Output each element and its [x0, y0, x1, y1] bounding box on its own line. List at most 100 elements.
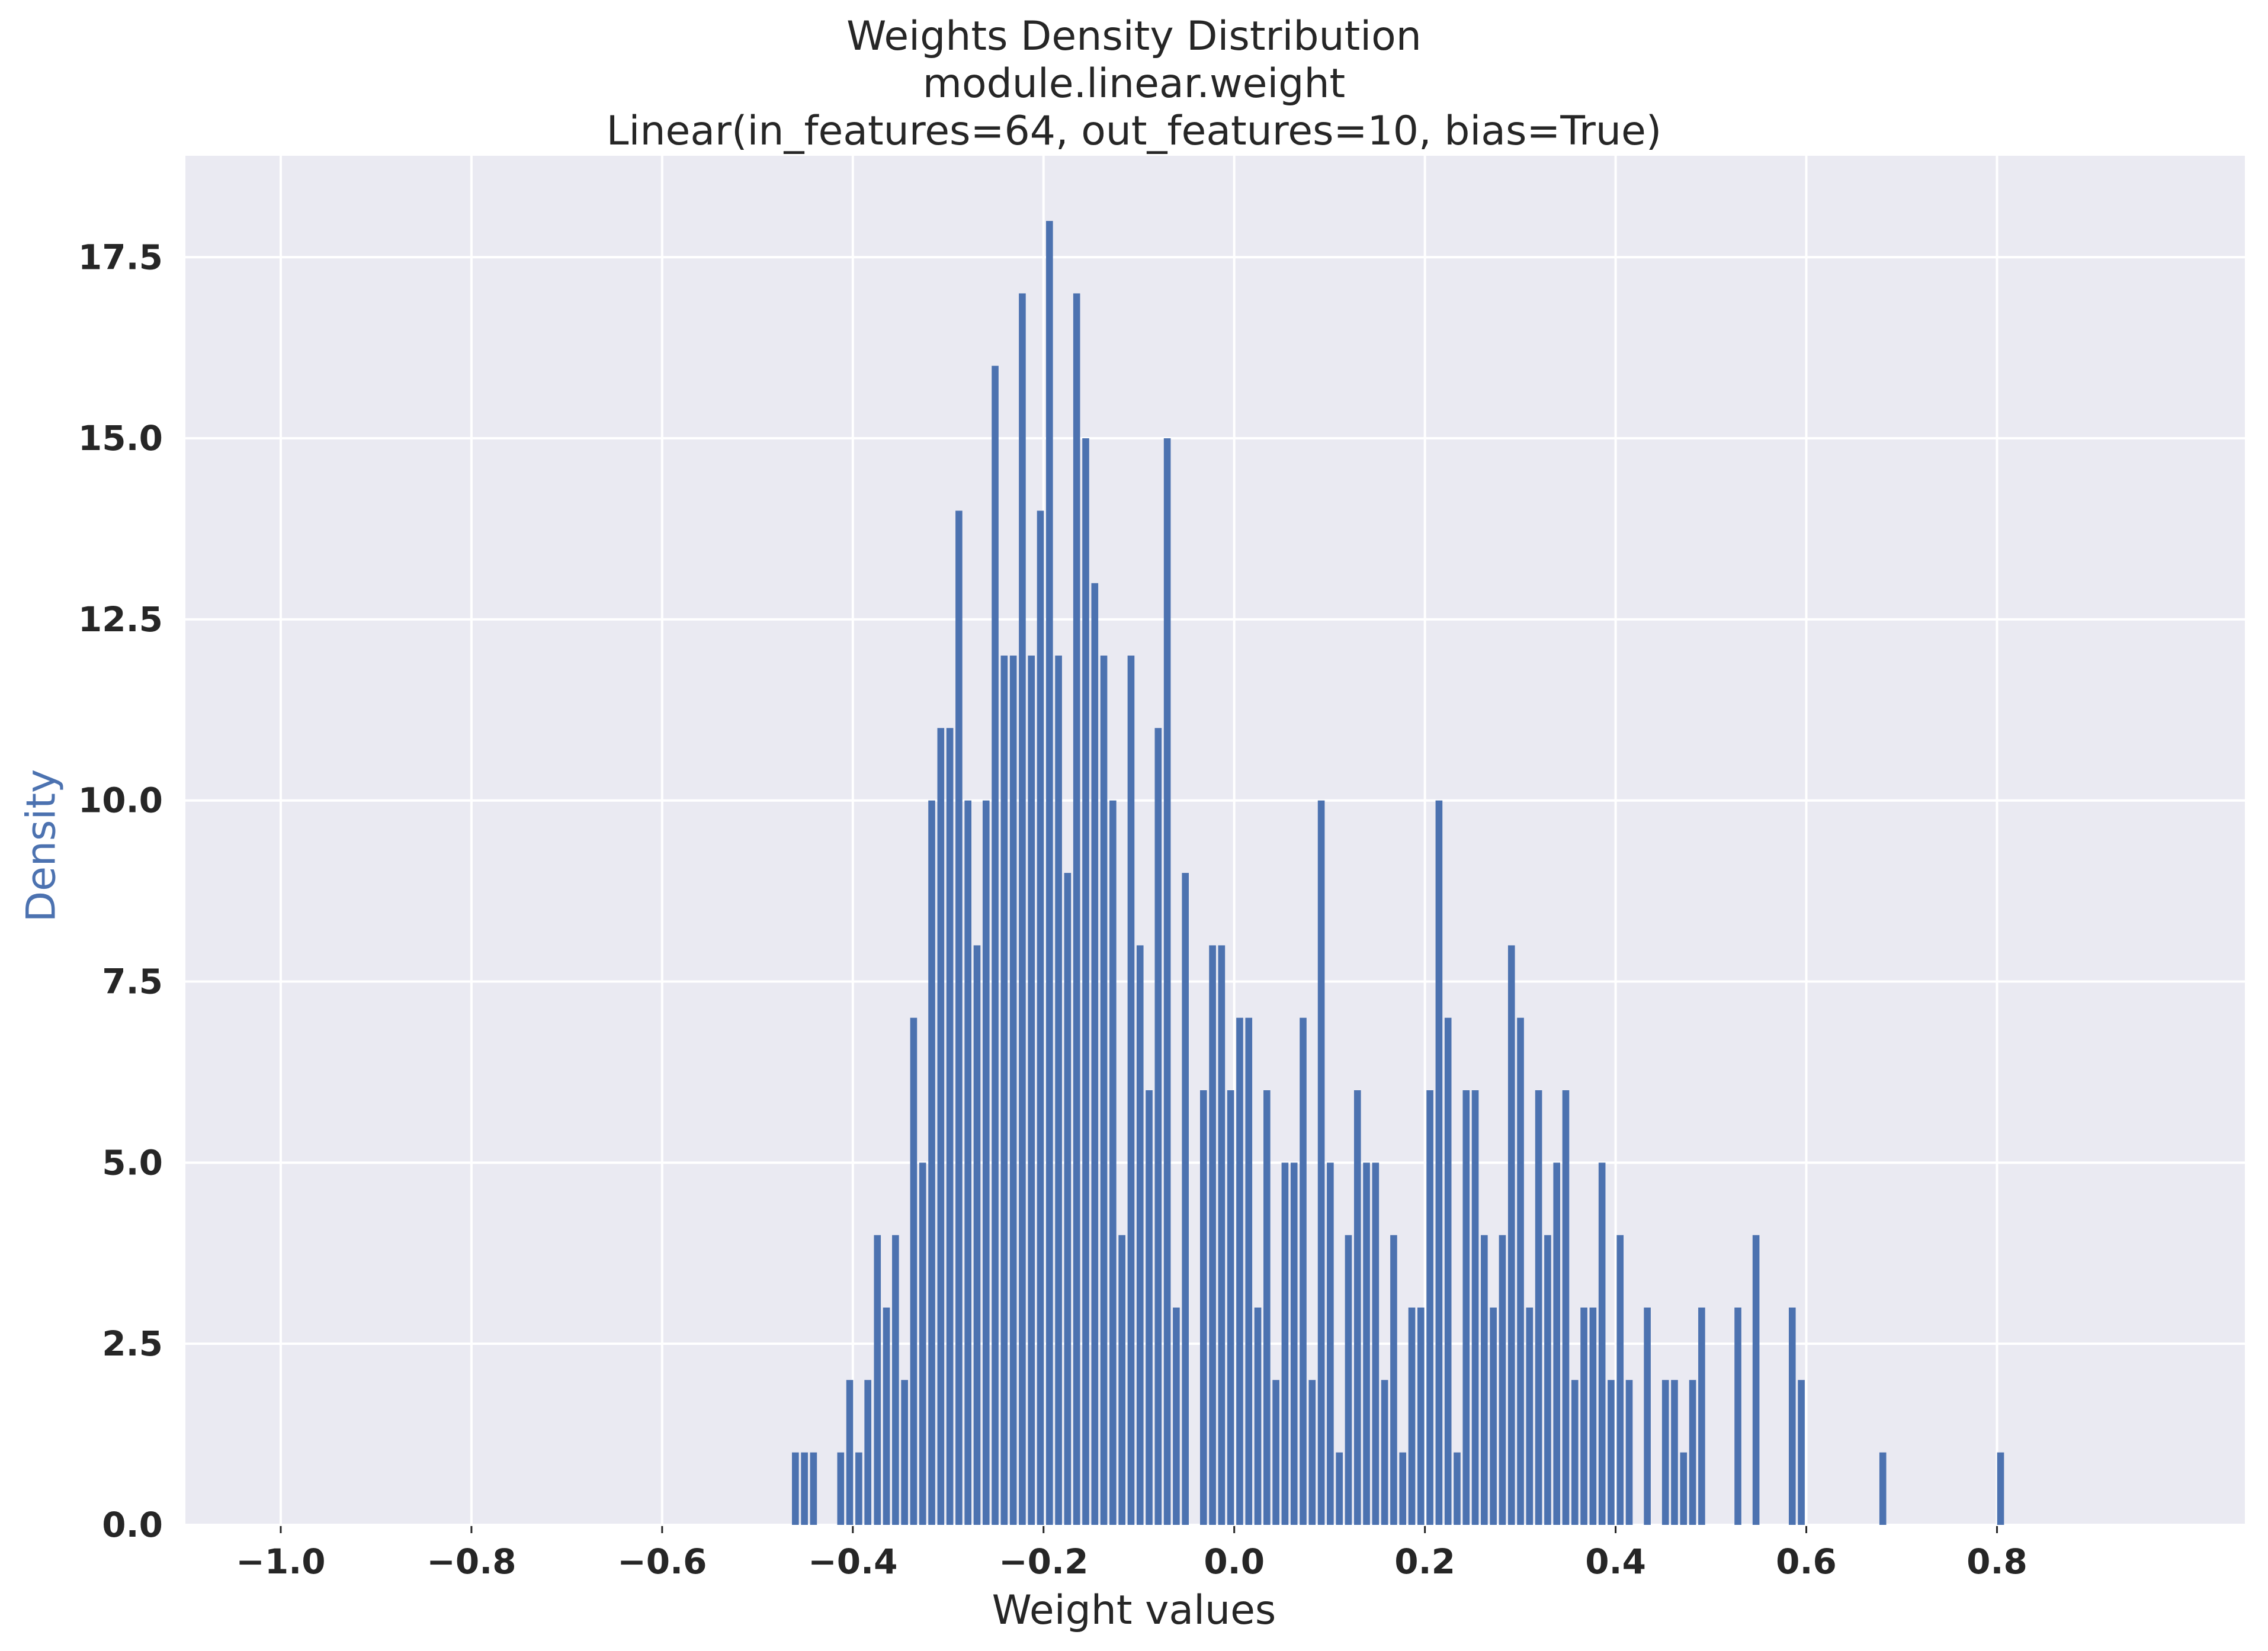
histogram-bar — [992, 365, 999, 1525]
histogram-bar — [1399, 1452, 1407, 1525]
histogram-bar — [1381, 1380, 1388, 1525]
histogram-bar — [1009, 656, 1017, 1525]
histogram-bar — [1327, 1162, 1334, 1525]
x-tick-label: −1.0 — [236, 1541, 325, 1582]
histogram-bar — [1336, 1452, 1343, 1525]
histogram-bar — [1589, 1308, 1597, 1525]
histogram-bar — [1661, 1380, 1669, 1525]
histogram-bar — [1055, 656, 1062, 1525]
histogram-bar — [846, 1380, 854, 1525]
x-tick-label: 0.8 — [1967, 1541, 2028, 1582]
histogram-bar — [1227, 1090, 1234, 1525]
histogram-bar — [1553, 1162, 1560, 1525]
histogram-bar — [1254, 1308, 1262, 1525]
y-tick-label: 7.5 — [102, 962, 163, 1002]
histogram-bar — [1064, 873, 1072, 1525]
histogram-bar — [1109, 800, 1117, 1525]
histogram-bar — [1390, 1235, 1397, 1525]
histogram-bar — [1037, 510, 1044, 1525]
histogram-bar — [1199, 1090, 1207, 1525]
y-tick-label: 15.0 — [78, 418, 163, 458]
x-tick-label: 0.2 — [1394, 1541, 1455, 1582]
x-tick-label: −0.2 — [999, 1541, 1088, 1582]
histogram-bar — [1300, 1017, 1307, 1525]
histogram-bar — [1091, 583, 1099, 1525]
y-tick-label: 17.5 — [78, 237, 163, 277]
histogram-bar — [1173, 1308, 1180, 1525]
x-tick-label: −0.8 — [426, 1541, 516, 1582]
histogram-bar — [1444, 1017, 1452, 1525]
histogram-bar — [1689, 1380, 1696, 1525]
histogram-bar — [1082, 438, 1089, 1525]
histogram-bar — [810, 1452, 817, 1525]
histogram-bar — [1372, 1162, 1380, 1525]
histogram-bar — [946, 728, 954, 1525]
histogram-bar — [1000, 656, 1008, 1525]
y-tick-label: 5.0 — [102, 1142, 163, 1183]
histogram-bar — [1136, 945, 1144, 1525]
histogram-bar — [874, 1235, 881, 1525]
x-tick-label: −0.4 — [808, 1541, 897, 1582]
x-tick-label: 0.4 — [1585, 1541, 1646, 1582]
histogram-bar — [1671, 1380, 1678, 1525]
histogram-bar — [1100, 656, 1108, 1525]
histogram-bar — [1127, 656, 1135, 1525]
histogram-bar — [837, 1452, 845, 1525]
histogram-bar — [1544, 1235, 1551, 1525]
chart-title-line-1: Weights Density Distribution — [846, 13, 1422, 60]
histogram-bar — [1281, 1162, 1289, 1525]
histogram-bar — [1363, 1162, 1370, 1525]
histogram-bar — [1625, 1380, 1633, 1525]
histogram-bar — [855, 1452, 862, 1525]
histogram-bar — [1290, 1162, 1298, 1525]
histogram-bar — [955, 510, 963, 1525]
histogram-bar — [864, 1380, 871, 1525]
histogram-bar — [973, 945, 981, 1525]
x-tick-label: 0.0 — [1204, 1541, 1265, 1582]
histogram-bar — [1308, 1380, 1316, 1525]
histogram-bar — [1408, 1308, 1416, 1525]
histogram-bar — [1517, 1017, 1524, 1525]
histogram-bar — [1616, 1235, 1624, 1525]
histogram-bar — [1481, 1235, 1488, 1525]
histogram-bar — [937, 728, 945, 1525]
histogram-bar — [1698, 1308, 1705, 1525]
histogram-bar — [1499, 1235, 1506, 1525]
histogram-bar — [1435, 800, 1443, 1525]
histogram-bar — [1734, 1308, 1741, 1525]
histogram-bar — [1019, 293, 1026, 1525]
histogram-bar — [1154, 728, 1162, 1525]
y-tick-label: 2.5 — [102, 1324, 163, 1364]
histogram-bar — [928, 800, 935, 1525]
y-tick-label: 0.0 — [102, 1505, 163, 1545]
histogram-bar — [1353, 1090, 1361, 1525]
histogram-bar — [1507, 945, 1515, 1525]
histogram-bar — [1526, 1308, 1534, 1525]
histogram-bar — [801, 1452, 808, 1525]
histogram-bar — [1263, 1090, 1271, 1525]
histogram-bar — [1218, 945, 1226, 1525]
histogram-bar — [1345, 1235, 1352, 1525]
histogram-bar — [792, 1452, 799, 1525]
x-tick-label: −0.6 — [617, 1541, 707, 1582]
histogram-bar — [1028, 656, 1035, 1525]
y-tick-label: 12.5 — [78, 599, 163, 640]
chart-title-line-2: module.linear.weight — [922, 60, 1346, 107]
histogram-bar — [1997, 1452, 2004, 1525]
histogram-bar — [1462, 1090, 1470, 1525]
histogram-bar — [982, 800, 990, 1525]
histogram-bar — [919, 1162, 926, 1525]
histogram-bar — [1490, 1308, 1497, 1525]
histogram-bar — [1245, 1017, 1253, 1525]
histogram-bar — [1580, 1308, 1587, 1525]
histogram-bar — [1798, 1380, 1805, 1525]
histogram-bar — [901, 1380, 908, 1525]
histogram-bar — [1608, 1380, 1615, 1525]
histogram-bar — [1471, 1090, 1479, 1525]
histogram-bar — [1426, 1090, 1433, 1525]
y-axis-label: Density — [18, 769, 65, 923]
histogram-bar — [1598, 1162, 1606, 1525]
histogram-bar — [1879, 1452, 1887, 1525]
histogram-bar — [883, 1308, 890, 1525]
